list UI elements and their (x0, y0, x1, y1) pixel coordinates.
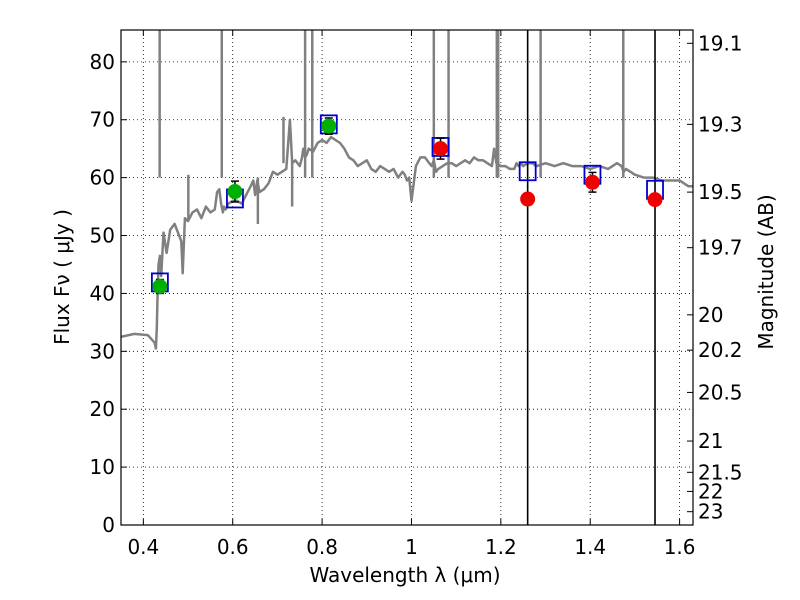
vertical-lines (526, 30, 656, 525)
y-tick-label: 50 (90, 224, 115, 248)
magnitude-axis-label: Magnitude (AB) (754, 194, 778, 349)
magnitude-tick-label: 19.5 (698, 180, 743, 204)
magnitude-tick-label: 20.2 (698, 338, 743, 362)
y-tick-label: 10 (90, 455, 115, 479)
y-tick-label: 0 (102, 513, 115, 537)
model-photometry-box (518, 161, 537, 182)
x-tick-label: 1.2 (485, 535, 517, 559)
observed-point (321, 118, 337, 134)
x-tick-label: 1.6 (664, 535, 696, 559)
magnitude-tick-label: 23 (698, 500, 723, 524)
magnitude-tick-label: 19.7 (698, 236, 743, 260)
magnitude-tick-label: 20 (698, 303, 723, 327)
observed-point (584, 174, 600, 190)
observed-point (520, 191, 536, 207)
data-points (150, 114, 664, 295)
x-tick-label: 1 (405, 535, 418, 559)
y-tick-label: 70 (90, 108, 115, 132)
y-axis-ticks: 0 10 20 30 40 50 60 70 80 (90, 50, 127, 537)
magnitude-tick-label: 21 (698, 429, 723, 453)
magnitude-tick-label: 21.5 (698, 460, 743, 484)
magnitude-tick-label: 22 (698, 479, 723, 503)
y-tick-label: 20 (90, 397, 115, 421)
x-tick-label: 1.4 (574, 535, 606, 559)
y-tick-label: 40 (90, 281, 115, 305)
y-axis-label: Flux Fν ( μJy ) (50, 209, 74, 345)
y-tick-label: 30 (90, 339, 115, 363)
x-axis-label: Wavelength λ (μm) (309, 563, 500, 587)
magnitude-tick-label: 19.1 (698, 31, 743, 55)
plot-frame (120, 29, 694, 526)
magnitude-tick-label: 20.5 (698, 380, 743, 404)
x-tick-label: 0.6 (217, 535, 249, 559)
x-axis-ticks: 0.4 0.6 0.8 1 1.2 1.4 1.6 (127, 30, 696, 559)
plot-area (121, 30, 693, 525)
magnitude-tick-label: 19.3 (698, 112, 743, 136)
y-tick-label: 80 (90, 50, 115, 74)
x-tick-label: 0.4 (127, 535, 159, 559)
y-tick-label: 60 (90, 166, 115, 190)
observed-point (647, 192, 663, 208)
observed-point (227, 184, 243, 200)
observed-point (152, 278, 168, 294)
observed-point (433, 141, 449, 157)
x-tick-label: 0.8 (306, 535, 338, 559)
